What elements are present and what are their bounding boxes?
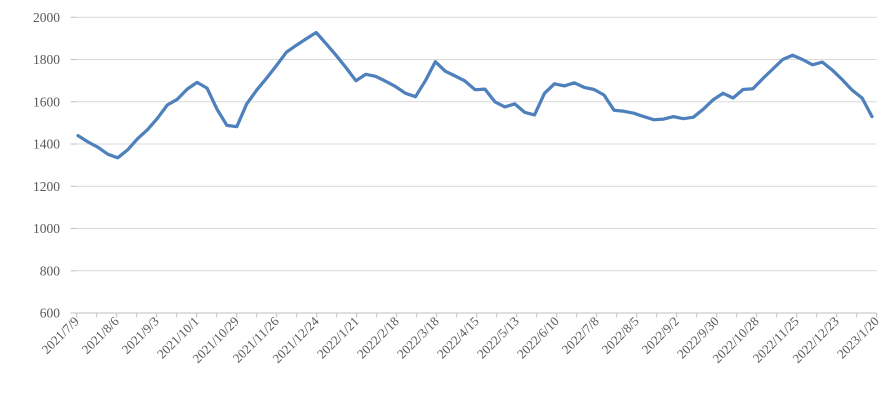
- y-tick-label: 1000: [33, 221, 60, 236]
- y-tick-label: 1600: [33, 94, 60, 109]
- x-tick-label: 2022/1/21: [314, 314, 362, 362]
- data-series-line: [76, 30, 874, 160]
- x-tick-label: 2022/3/18: [394, 314, 442, 362]
- y-tick-label: 800: [40, 263, 61, 278]
- y-tick-label: 1800: [33, 52, 60, 67]
- x-tick-label: 2022/7/8: [559, 314, 602, 357]
- y-tick-label: 1200: [33, 179, 60, 194]
- y-tick-label: 2000: [33, 10, 60, 25]
- gridlines: [76, 16, 877, 272]
- x-tick-label: 2023/1/20: [834, 314, 882, 362]
- y-tick-label: 600: [40, 306, 61, 321]
- x-axis: 2021/7/92021/8/62021/9/32021/10/12021/10…: [39, 312, 882, 366]
- x-tick-label: 2022/4/15: [434, 314, 482, 362]
- x-tick-label: 2022/8/5: [599, 314, 642, 357]
- x-tick-label: 2022/6/10: [514, 314, 562, 362]
- x-tick-label: 2021/8/6: [79, 313, 123, 357]
- y-tick-label: 1400: [33, 137, 60, 152]
- y-axis: 600 800 1000 1200 1400 1600 1800 2000: [33, 10, 77, 321]
- x-tick-label: 2022/2/18: [354, 314, 402, 362]
- x-tick-label: 2022/5/13: [474, 314, 522, 362]
